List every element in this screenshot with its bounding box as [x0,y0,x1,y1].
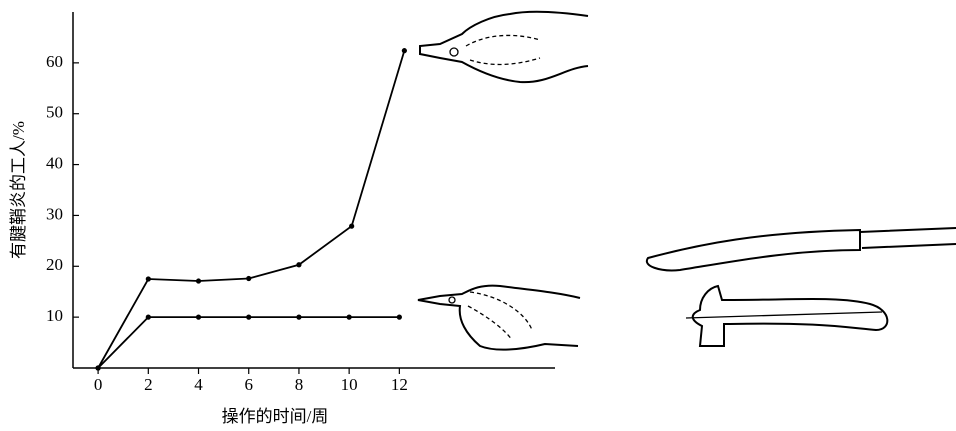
x-tick-label: 12 [391,375,408,394]
x-tick-label: 2 [144,375,153,394]
pliers-illustration-bottom [418,286,580,350]
data-point [96,365,101,370]
x-tick-label: 8 [295,375,304,394]
y-tick-label: 60 [46,52,63,71]
y-tick-label: 50 [46,103,63,122]
data-point [296,262,301,267]
data-point [296,315,301,320]
data-point [196,315,201,320]
x-tick-label: 10 [341,375,358,394]
hammer-illustration [686,286,887,346]
data-point [349,224,354,229]
x-axis-label: 操作的时间/周 [222,407,329,426]
data-point [246,315,251,320]
data-point [246,276,251,281]
data-point [347,315,352,320]
data-point [196,278,201,283]
data-point [397,315,402,320]
series-line [98,317,399,368]
y-tick-label: 30 [46,204,63,223]
data-point [146,315,151,320]
chart: 操作的时间/周 有腱鞘炎的工人/% 10 20 30 40 50 60 0 2 4 6 8 10 12 [0,0,956,431]
y-tick-label: 40 [46,153,63,172]
x-tick-label: 0 [94,375,103,394]
data-point [402,48,407,53]
pliers-illustration-top [420,12,588,82]
y-tick-label: 20 [46,255,63,274]
y-axis-label: 有腱鞘炎的工人/% [9,121,28,259]
knife-illustration [647,228,956,270]
y-tick-label: 10 [46,306,63,325]
x-tick-label: 6 [244,375,253,394]
x-tick-label: 4 [194,375,203,394]
data-point [146,276,151,281]
